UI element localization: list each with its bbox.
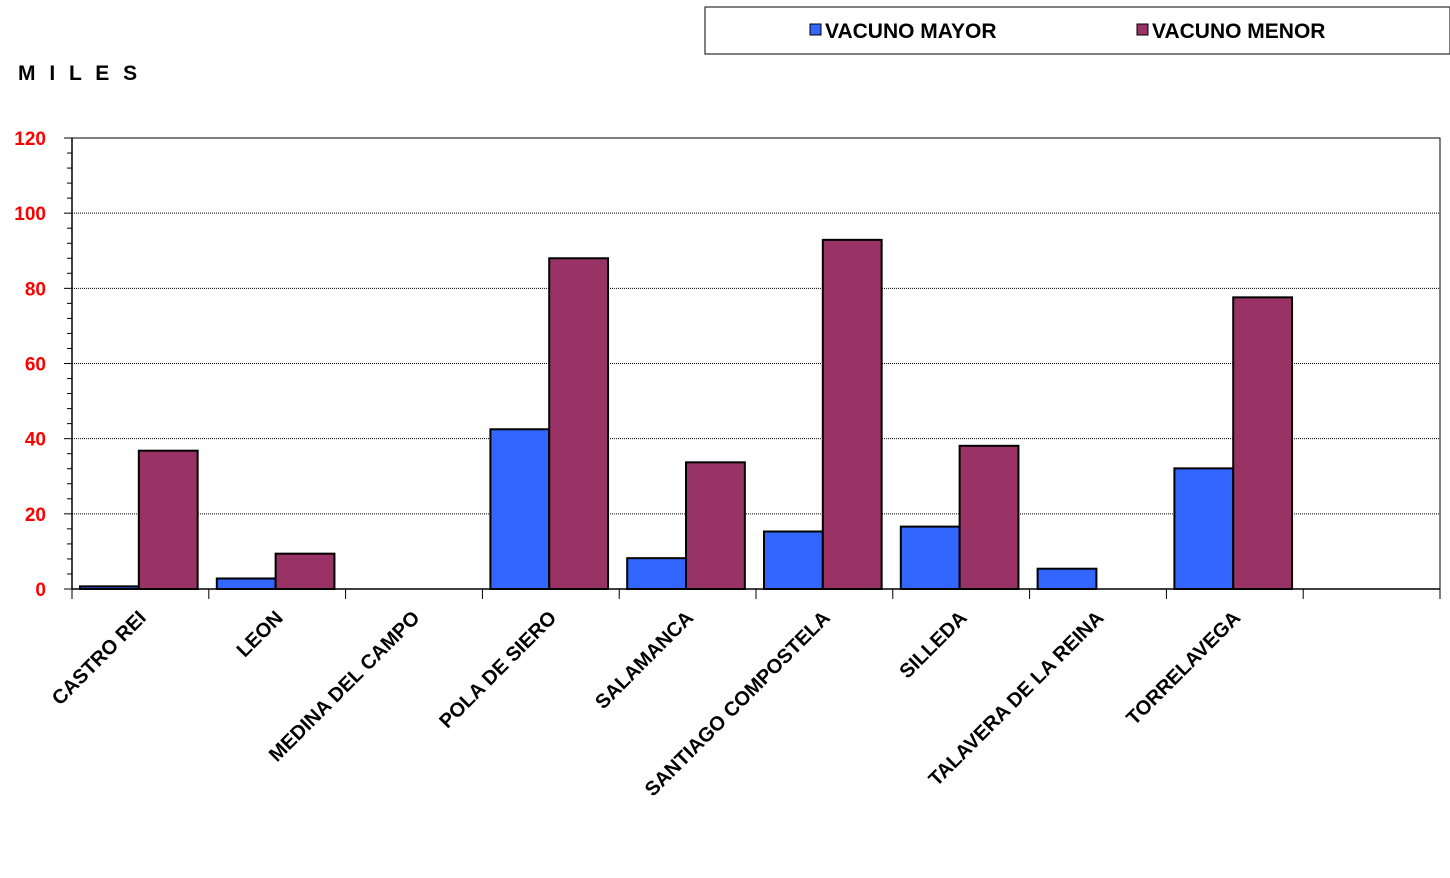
y-tick-label: 120 (14, 129, 46, 150)
bar-vacuno-menor (958, 444, 1020, 590)
y-tick-label: 20 (25, 505, 46, 526)
legend: VACUNO MAYOR VACUNO MENOR (704, 6, 1450, 55)
bar-vacuno-mayor (626, 557, 688, 590)
y-tick-label: 100 (14, 204, 46, 225)
bar-vacuno-menor (1232, 296, 1294, 590)
bar-vacuno-mayor (215, 577, 277, 590)
x-tick-label: SALAMANCA (591, 607, 698, 714)
y-tick-labels: 0 20 40 60 80 100 120 (14, 129, 46, 601)
bar-vacuno-mayor (899, 525, 961, 590)
bar-vacuno-mayor (1036, 567, 1098, 591)
axes (71, 138, 1440, 590)
legend-label-vacuno-mayor: VACUNO MAYOR (825, 20, 997, 43)
bar-vacuno-menor (137, 449, 199, 590)
bar-vacuno-menor (548, 257, 610, 590)
gridlines (64, 137, 1441, 599)
y-tick-label: 0 (35, 580, 46, 601)
x-tick-label: SILLEDA (896, 607, 972, 683)
legend-swatch-vacuno-menor (1136, 23, 1149, 36)
y-unit-label: M I L E S (18, 62, 141, 85)
x-tick-label: POLA DE SIERO (435, 607, 561, 733)
x-tick-label: TORRELAVEGA (1122, 607, 1245, 730)
bar-vacuno-menor (274, 552, 336, 590)
y-tick-label: 80 (25, 279, 46, 300)
legend-box (704, 6, 1450, 55)
legend-swatch-vacuno-mayor (809, 23, 822, 36)
bar-vacuno-mayor (1173, 467, 1235, 590)
x-tick-label: CASTRO REI (48, 607, 151, 710)
bar-vacuno-mayor (489, 428, 551, 590)
bar-vacuno-menor (685, 461, 746, 590)
bar-vacuno-menor (821, 238, 883, 590)
y-tick-label: 60 (25, 355, 46, 376)
legend-label-vacuno-menor: VACUNO MENOR (1152, 20, 1325, 43)
y-tick-label: 40 (25, 430, 46, 451)
x-tick-label: MEDINA DEL CAMPO (265, 607, 424, 766)
bars (79, 238, 1294, 591)
bar-vacuno-mayor (763, 530, 824, 590)
x-tick-label: LEON (233, 607, 288, 662)
